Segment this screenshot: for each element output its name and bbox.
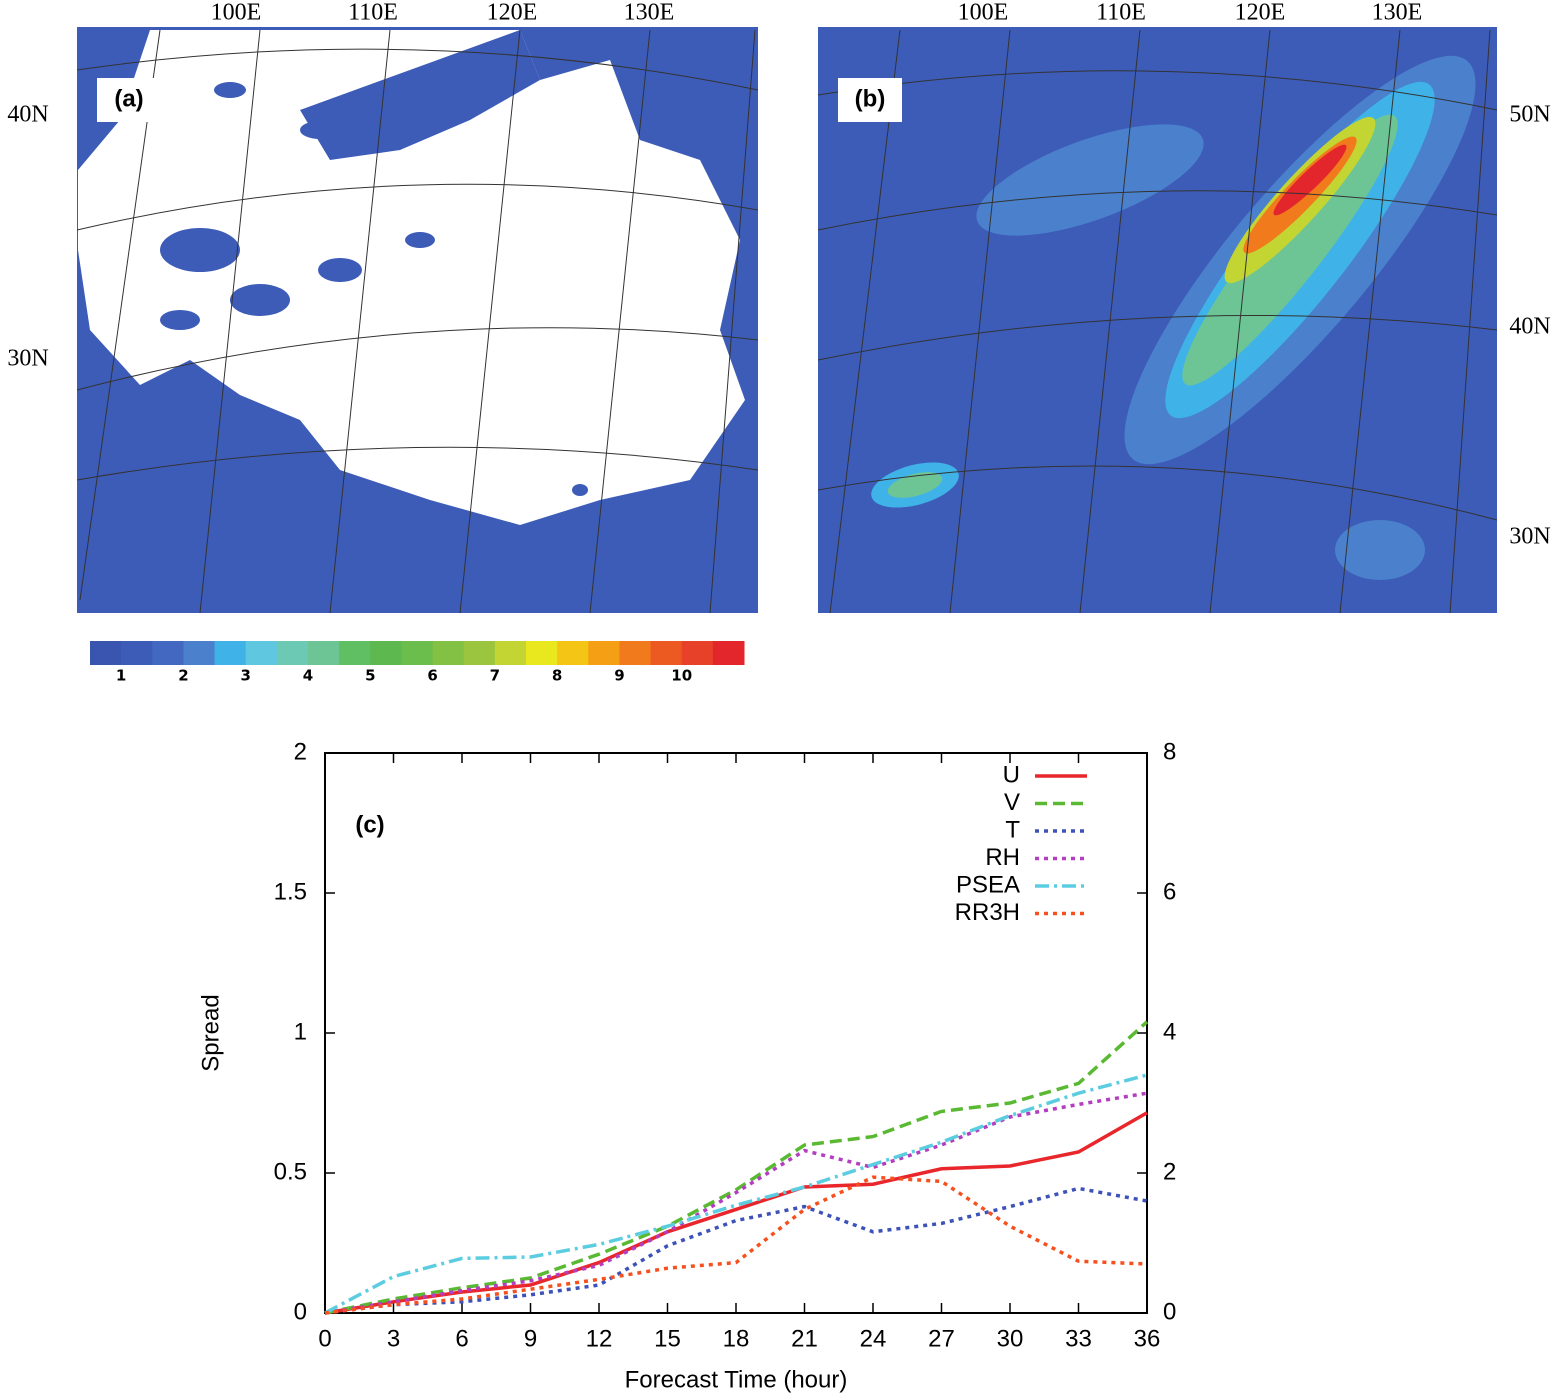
- colorbar-swatch: [588, 641, 620, 665]
- colorbar-swatch: [308, 641, 340, 665]
- x-tick-label: 0: [318, 1325, 331, 1352]
- legend-label: T: [1005, 816, 1020, 843]
- colorbar-swatch: [339, 641, 371, 665]
- legend-label: RR3H: [955, 899, 1020, 926]
- colorbar-tick-label: 9: [614, 667, 624, 685]
- y-tick-label: 1: [294, 1018, 307, 1045]
- colorbar-swatch: [245, 641, 278, 665]
- spread-blobs: [160, 30, 588, 496]
- map-a: (a) 100E 110E 120E 130E 40N 30N: [7, 0, 759, 614]
- panel-label: (b): [855, 85, 886, 112]
- lat-label: 40N: [7, 102, 48, 128]
- colorbar-swatch: [401, 641, 434, 665]
- x-tick-label: 3: [387, 1325, 400, 1352]
- colorbar-tick-label: 4: [303, 667, 313, 685]
- plot-frame: [324, 752, 1148, 1314]
- x-axis-title: Forecast Time (hour): [625, 1366, 848, 1393]
- series-line: [324, 1111, 1148, 1315]
- x-tick-label: 15: [654, 1325, 681, 1352]
- panel-label-box: [97, 78, 161, 122]
- series-line: [324, 1175, 1148, 1315]
- legend-label: PSEA: [956, 871, 1020, 898]
- lon-label: 120E: [1235, 0, 1286, 26]
- x-tick-label: 6: [455, 1325, 468, 1352]
- map-b: (b) 100E 110E 120E 130E 50N 40N 30N: [817, 0, 1551, 614]
- y2-tick-label: 8: [1163, 738, 1176, 765]
- colorbar-tick-label: 10: [671, 667, 692, 685]
- y-axis-title: Spread: [197, 994, 224, 1071]
- series-line: [324, 1091, 1148, 1315]
- y2-tick-label: 0: [1163, 1298, 1176, 1325]
- x-tick-label: 12: [586, 1325, 613, 1352]
- colorbar-swatch: [276, 641, 309, 665]
- x-tick-label: 36: [1134, 1325, 1161, 1352]
- lon-label: 130E: [624, 0, 675, 26]
- lat-label: 30N: [7, 346, 48, 372]
- lon-label: 100E: [211, 0, 262, 26]
- series-line: [324, 1186, 1148, 1315]
- y-tick-label: 0.5: [274, 1158, 307, 1185]
- x-tick-label: 18: [723, 1325, 750, 1352]
- colorbar-swatch: [152, 641, 184, 665]
- legend-label: RH: [985, 844, 1020, 871]
- lon-label: 110E: [1096, 0, 1146, 26]
- y2-tick-label: 4: [1163, 1018, 1176, 1045]
- x-tick-label: 33: [1065, 1325, 1092, 1352]
- x-tick-label: 9: [524, 1325, 537, 1352]
- panel-label: (c): [355, 811, 384, 838]
- panel-label: (a): [114, 85, 143, 112]
- legend-label: U: [1003, 761, 1020, 788]
- colorbar-tick-label: 5: [365, 667, 375, 685]
- spread-field: [871, 55, 1476, 580]
- lat-label: 30N: [1509, 524, 1550, 550]
- x-tick-label: 24: [860, 1325, 887, 1352]
- lat-label: 50N: [1509, 102, 1550, 128]
- colorbar-tick-label: 6: [427, 667, 437, 685]
- x-tick-label: 21: [791, 1325, 818, 1352]
- series-line: [324, 1073, 1148, 1315]
- lat-label: 40N: [1509, 314, 1550, 340]
- lon-label: 120E: [487, 0, 538, 26]
- colorbar-swatch: [463, 641, 496, 665]
- colorbar-swatch: [526, 641, 558, 665]
- colorbar-swatch: [619, 641, 652, 665]
- colorbar-tick-label: 1: [116, 667, 126, 685]
- lon-label: 130E: [1372, 0, 1423, 26]
- low-spread-region: [78, 30, 745, 525]
- lon-label: 100E: [958, 0, 1009, 26]
- colorbar-swatch: [183, 641, 216, 665]
- colorbar-tick-label: 2: [178, 667, 188, 685]
- legend-label: V: [1004, 789, 1020, 816]
- colorbar-swatch: [557, 641, 589, 665]
- colorbar-swatch: [214, 641, 247, 665]
- colorbar-swatch: [712, 641, 745, 665]
- colorbar-swatch: [494, 641, 527, 665]
- map-grid: [76, 29, 759, 614]
- y-tick-label: 2: [294, 738, 307, 765]
- colorbar-tick-label: 3: [240, 667, 250, 685]
- series-line: [324, 1020, 1149, 1315]
- map-grid: [817, 29, 1498, 614]
- y-tick-label: 1.5: [274, 878, 307, 905]
- colorbar-tick-label: 8: [552, 667, 562, 685]
- colorbar-swatch: [681, 641, 714, 665]
- colorbar-swatch: [90, 641, 122, 665]
- lon-label: 110E: [348, 0, 398, 26]
- x-tick-label: 30: [997, 1325, 1024, 1352]
- y2-tick-label: 2: [1163, 1158, 1176, 1185]
- colorbar-swatch: [432, 641, 465, 665]
- colorbar-swatch: [370, 641, 402, 665]
- y-tick-label: 0: [294, 1298, 307, 1325]
- colorbar-swatch: [650, 641, 683, 665]
- colorbar-tick-label: 7: [490, 667, 500, 685]
- x-tick-label: 27: [928, 1325, 955, 1352]
- panel-label-box: [838, 78, 902, 122]
- y2-tick-label: 6: [1163, 878, 1176, 905]
- colorbar-swatch: [121, 641, 153, 665]
